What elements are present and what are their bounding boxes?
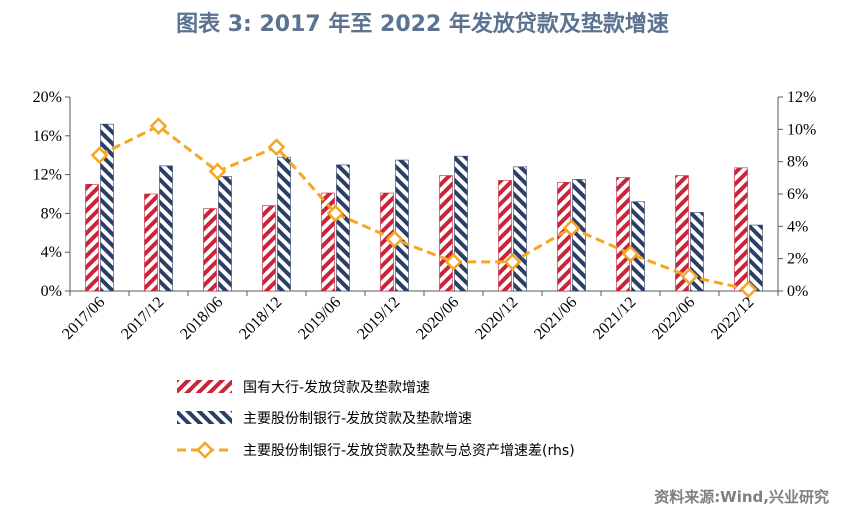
- legend-swatch-joint-stock-banks: [177, 411, 232, 424]
- legend-label: 主要股份制银行-发放贷款及垫款增速: [243, 411, 472, 427]
- x-axis-tick-label: 2019/06: [295, 294, 344, 343]
- bar-joint-stock-banks: [395, 159, 409, 292]
- bar-state-banks: [262, 205, 276, 292]
- bar-joint-stock-banks: [690, 212, 704, 292]
- right-axis-tick-label: 8%: [787, 154, 808, 171]
- legend-label: 主要股份制银行-发放贷款及垫款与总资产增速差(rhs): [243, 443, 575, 459]
- right-axis-tick-label: 2%: [787, 251, 808, 268]
- x-axis-tick-label: 2019/12: [354, 294, 403, 343]
- spread-marker: [503, 253, 522, 271]
- legend: 国有大行-发放贷款及垫款增速主要股份制银行-发放贷款及垫款增速主要股份制银行-发…: [177, 380, 575, 459]
- spread-marker: [326, 204, 345, 223]
- right-axis-tick-label: 6%: [787, 186, 808, 203]
- spread-marker: [149, 117, 168, 135]
- bar-state-banks: [439, 175, 453, 292]
- bar-state-banks: [675, 175, 689, 292]
- spread-marker: [739, 280, 758, 299]
- x-axis-tick-label: 2021/12: [590, 294, 639, 343]
- bar-joint-stock-banks: [631, 201, 645, 292]
- right-axis-tick-label: 0%: [787, 283, 808, 300]
- bar-joint-stock-banks: [100, 123, 114, 292]
- left-axis-tick-label: 0%: [41, 283, 62, 300]
- spread-marker: [90, 146, 109, 165]
- spread-line: [98, 124, 749, 291]
- left-axis-tick-label: 4%: [41, 244, 62, 261]
- spread-marker: [208, 162, 227, 181]
- legend-swatch-state-banks: [177, 380, 232, 393]
- spread-marker: [444, 253, 463, 271]
- x-axis-tick-label: 2022/06: [649, 294, 698, 343]
- bar-state-banks: [203, 208, 217, 292]
- bar-joint-stock-banks: [572, 179, 586, 292]
- x-axis-tick-label: 2017/06: [59, 294, 108, 343]
- bars: [85, 123, 763, 292]
- x-axis-tick-label: 2018/06: [177, 294, 226, 343]
- chart-title: 图表 3: 2017 年至 2022 年发放贷款及垫款增速: [176, 12, 669, 37]
- legend-label: 国有大行-发放贷款及垫款增速: [243, 380, 430, 396]
- spread-marker: [680, 267, 699, 286]
- x-axis-tick-label: 2020/06: [413, 294, 462, 343]
- left-axis-tick-label: 20%: [33, 89, 62, 106]
- x-axis-tick-label: 2017/12: [118, 294, 167, 343]
- right-axis-tick-label: 4%: [787, 218, 808, 235]
- bar-state-banks: [498, 180, 512, 292]
- bar-state-banks: [557, 182, 571, 292]
- legend-swatch-spread-marker: [196, 441, 214, 459]
- spread-line-layer: [90, 117, 758, 299]
- bar-joint-stock-banks: [277, 156, 291, 292]
- bar-joint-stock-banks: [749, 224, 763, 292]
- left-axis-tick-label: 8%: [41, 205, 62, 222]
- x-axis-tick-label: 2021/06: [531, 294, 580, 343]
- right-axis-tick-label: 12%: [787, 89, 816, 106]
- bar-joint-stock-banks: [454, 155, 468, 292]
- bar-joint-stock-banks: [218, 176, 232, 292]
- bar-state-banks: [144, 193, 158, 292]
- left-axis-tick-label: 12%: [33, 167, 62, 184]
- bar-joint-stock-banks: [336, 164, 350, 292]
- bar-joint-stock-banks: [159, 165, 173, 292]
- spread-marker: [562, 219, 581, 237]
- spread-marker: [621, 244, 640, 263]
- bar-state-banks: [616, 177, 630, 292]
- right-axis-tick-label: 10%: [787, 121, 816, 138]
- bar-state-banks: [734, 167, 748, 292]
- spread-marker: [267, 138, 286, 156]
- left-axis-tick-label: 16%: [33, 128, 62, 145]
- spread-marker: [385, 230, 404, 249]
- x-axis-tick-label: 2022/12: [708, 294, 757, 343]
- x-axis-tick-label: 2020/12: [472, 294, 521, 343]
- bar-state-banks: [85, 184, 99, 292]
- source-note: 资料来源:Wind,兴业研究: [654, 488, 829, 506]
- x-axis-tick-label: 2018/12: [236, 294, 285, 343]
- bar-joint-stock-banks: [513, 166, 527, 292]
